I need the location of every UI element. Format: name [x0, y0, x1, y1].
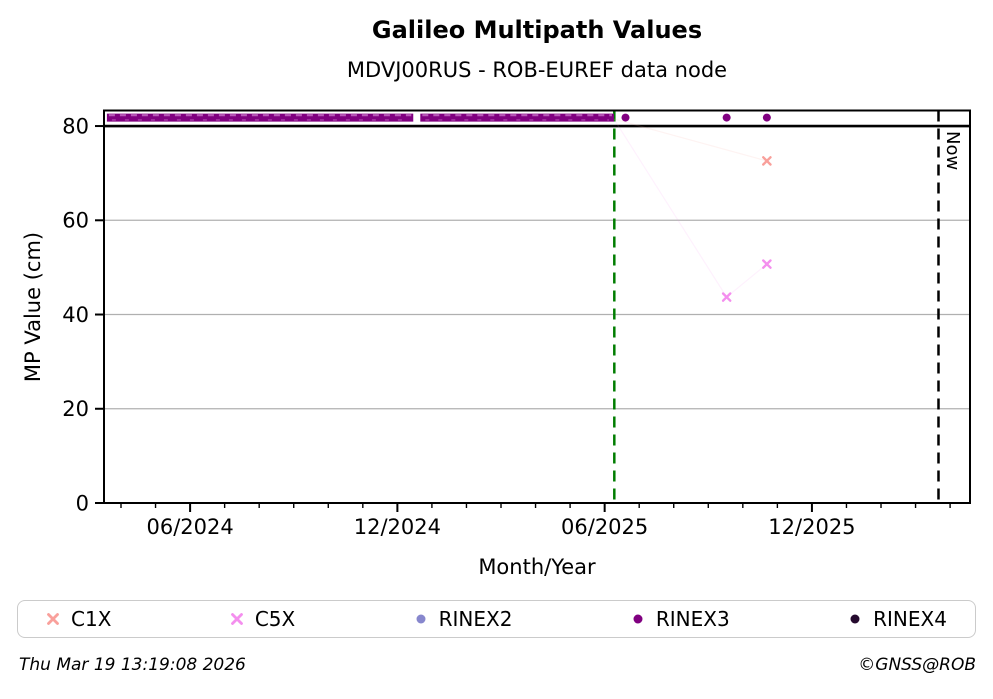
plot-frame: [103, 109, 971, 504]
legend-item-c1x: C1X: [44, 607, 111, 631]
legend-label: RINEX2: [438, 607, 513, 631]
circle-marker-icon: [850, 614, 860, 624]
data-point-rinex3: [762, 113, 771, 122]
legend-label: RINEX3: [655, 607, 730, 631]
y-tick-label: 60: [62, 209, 89, 233]
legend-label: RINEX4: [873, 607, 947, 631]
y-axis-label: MP Value (cm): [21, 231, 45, 383]
y-tick-label: 40: [62, 303, 89, 327]
chart-title: Galileo Multipath Values: [371, 16, 703, 44]
data-point-rinex3: [722, 113, 731, 122]
data-point-c1x: [762, 156, 772, 166]
now-line-label: Now: [942, 131, 963, 171]
chart-legend: C1X C5X RINEX2 RINEX3 RINEX4: [17, 600, 976, 638]
legend-label: C1X: [71, 607, 112, 631]
x-marker-icon: [230, 613, 243, 625]
chart-subtitle: MDVJ00RUS - ROB-EUREF data node: [346, 58, 728, 82]
legend-item-c5x: C5X: [228, 607, 295, 631]
y-tick-label: 80: [62, 114, 89, 138]
x-axis-label: Month/Year: [478, 555, 596, 579]
legend-item-rinex3: RINEX3: [629, 607, 730, 631]
legend-item-rinex2: RINEX2: [412, 607, 513, 631]
data-point-c5x: [762, 259, 772, 269]
timestamp-text: Thu Mar 19 13:19:08 2026: [19, 655, 246, 675]
legend-item-rinex4: RINEX4: [846, 607, 947, 631]
x-marker-icon: [47, 613, 59, 625]
y-tick-label: 20: [62, 397, 89, 421]
trace-c5x: [613, 118, 768, 298]
data-point-rinex3: [621, 113, 630, 122]
copyright-text: ©GNSS@ROB: [858, 655, 976, 675]
x-tick-label: 12/2025: [768, 515, 855, 539]
circle-marker-icon: [416, 614, 426, 624]
x-tick-label: 06/2024: [146, 515, 233, 539]
x-tick-label: 12/2024: [354, 515, 441, 539]
trace-c1x: [613, 118, 768, 162]
data-point-c5x: [721, 292, 732, 302]
y-tick-label: 0: [76, 491, 89, 515]
x-tick-label: 06/2025: [561, 515, 648, 539]
circle-marker-icon: [633, 614, 643, 624]
legend-label: C5X: [254, 607, 296, 631]
